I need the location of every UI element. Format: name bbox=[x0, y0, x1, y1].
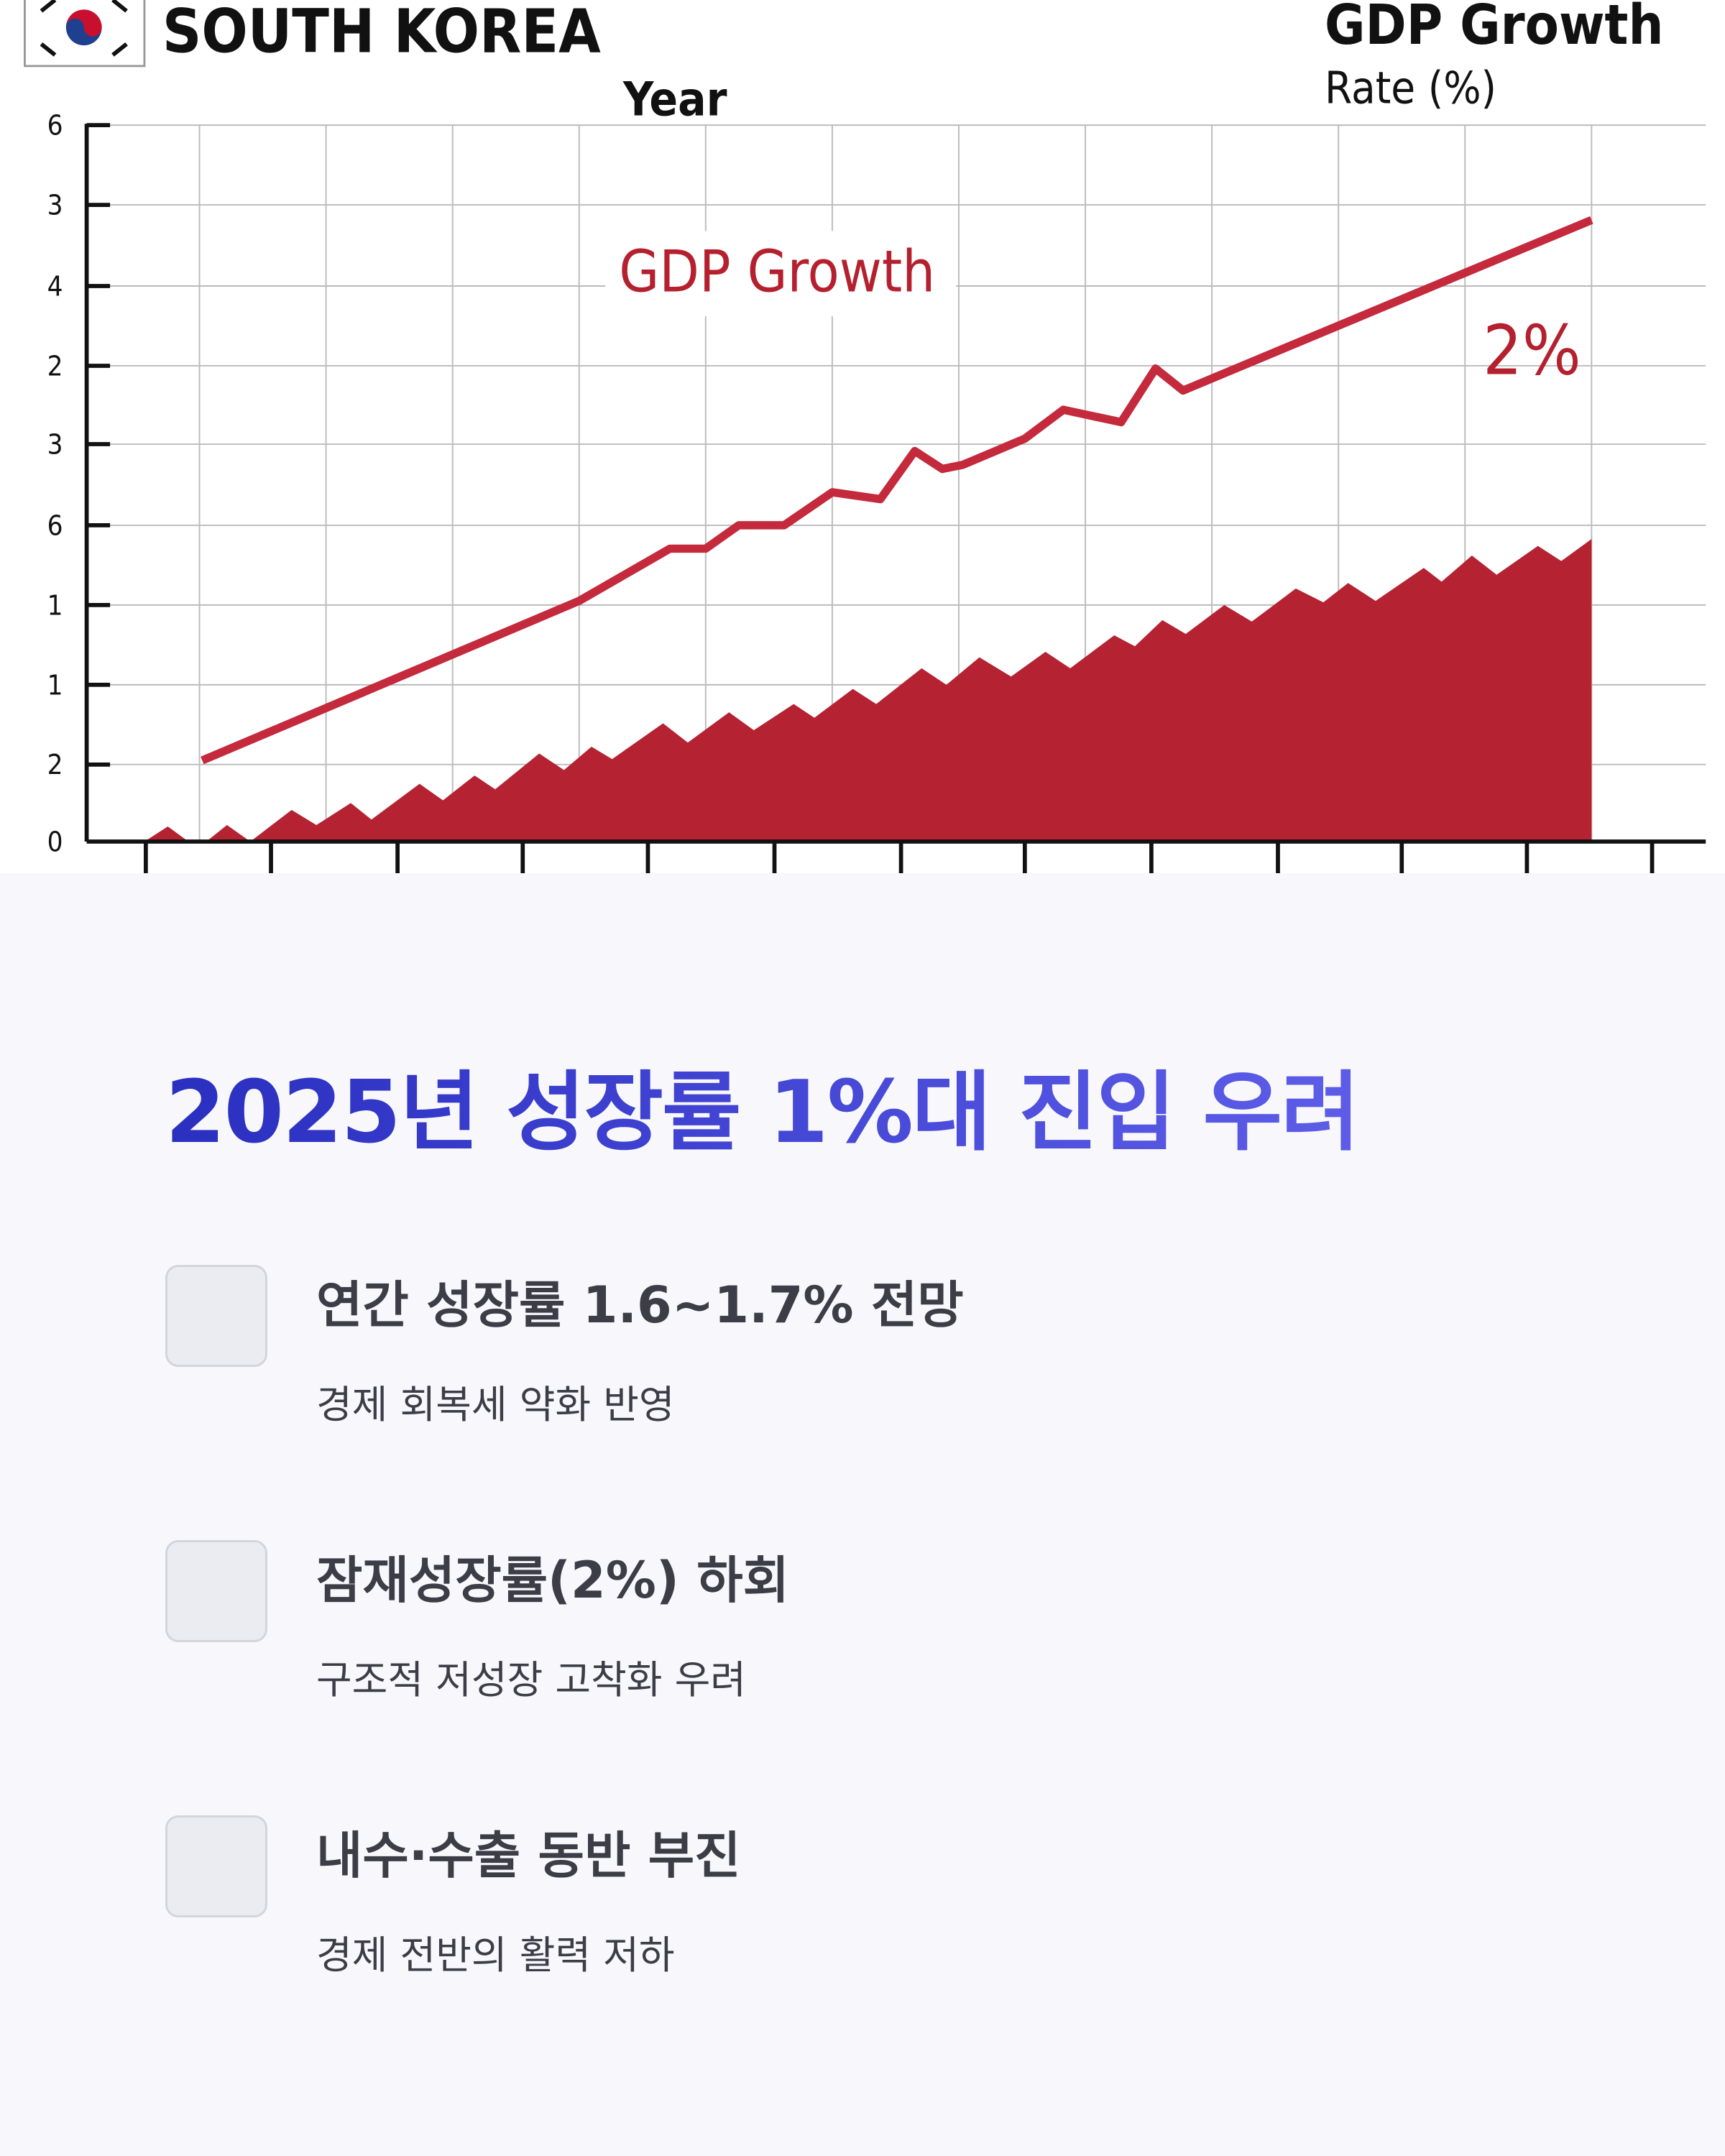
y-label: 1 bbox=[47, 669, 63, 701]
item-title: 내수·수출 동반 부진 bbox=[316, 1826, 741, 1885]
item-description: 경제 회복세 약화 반영 bbox=[316, 1382, 675, 1427]
chart-image: SOUTH KOREA Year GDP Growth Rate (%) GDP… bbox=[0, 0, 1725, 873]
y-label: 2 bbox=[47, 749, 63, 781]
label-bg bbox=[605, 231, 957, 317]
area bbox=[144, 539, 1592, 842]
heading: 2025년 성장률 1%대 진입 우려 bbox=[165, 1042, 1360, 1167]
y-label: 6 bbox=[47, 110, 63, 142]
y-label: 4 bbox=[47, 270, 63, 303]
item-description: 경제 전반의 활력 저하 bbox=[316, 1932, 675, 1978]
y-label: 3 bbox=[47, 428, 63, 461]
x-axis-label: Year bbox=[622, 73, 727, 127]
legend-subtitle: Rate (%) bbox=[1325, 63, 1496, 114]
line bbox=[201, 216, 1593, 765]
item-title: 잠재성장률(2%) 하회 bbox=[316, 1551, 789, 1610]
y-label: 2 bbox=[47, 350, 63, 382]
title: SOUTH KOREA bbox=[162, 0, 601, 67]
checkbox[interactable] bbox=[165, 1540, 267, 1642]
flag bbox=[24, 0, 146, 68]
legend-title: GDP Growth bbox=[1325, 0, 1663, 57]
axes bbox=[84, 123, 1706, 873]
line-label: GDP Growth bbox=[619, 238, 935, 305]
checkbox[interactable] bbox=[165, 1265, 267, 1367]
checkbox[interactable] bbox=[165, 1815, 267, 1917]
y-label: 0 bbox=[47, 826, 63, 858]
item-title: 연간 성장률 1.6~1.7% 전망 bbox=[316, 1276, 964, 1335]
item-description: 구조적 저성장 고착화 우려 bbox=[316, 1657, 746, 1703]
end-label: 2% bbox=[1483, 310, 1581, 390]
y-label: 1 bbox=[47, 589, 63, 622]
y-label: 6 bbox=[47, 510, 63, 542]
y-label: 3 bbox=[47, 189, 63, 221]
